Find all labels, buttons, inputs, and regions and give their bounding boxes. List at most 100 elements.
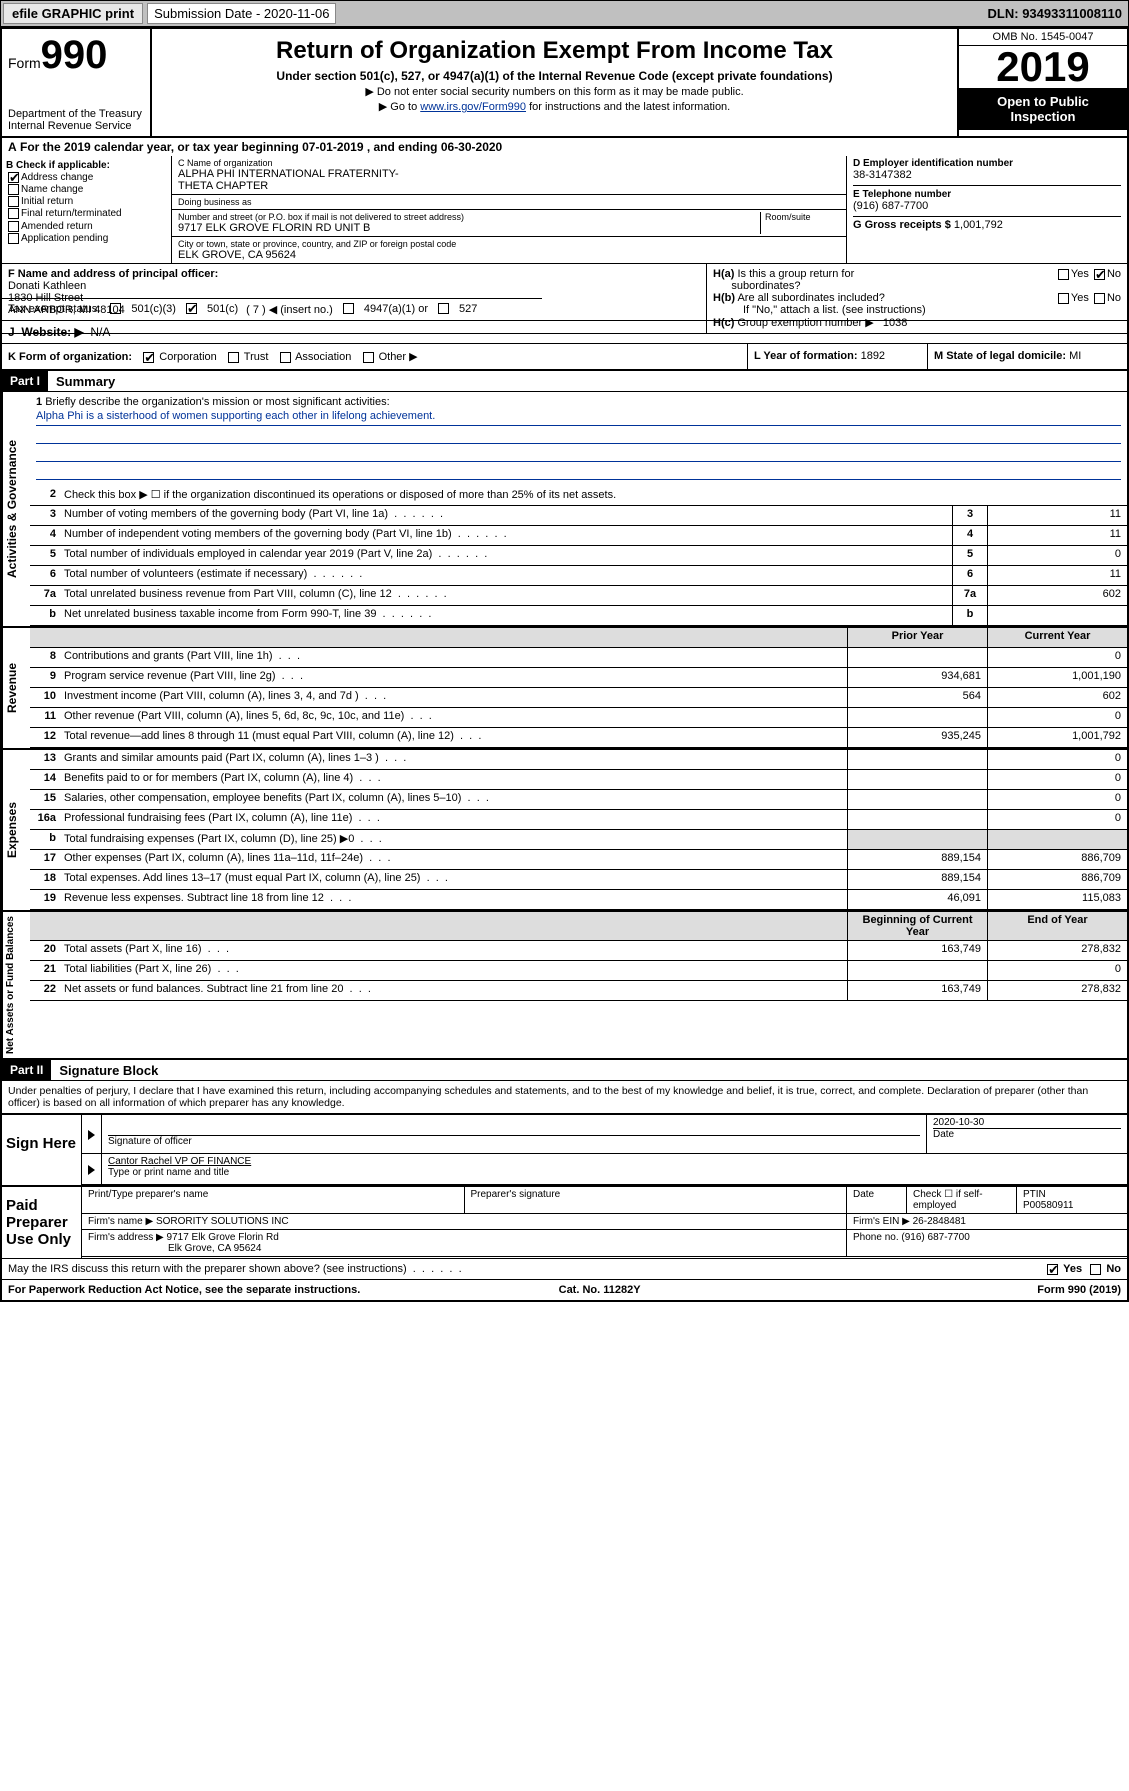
corp-checkbox[interactable] [143,352,154,363]
sig-officer-label: Signature of officer [108,1135,920,1147]
line-14: 14Benefits paid to or for members (Part … [30,770,1127,790]
hb-text: Are all subordinates included? [737,292,884,304]
discuss-row: May the IRS discuss this return with the… [2,1258,1127,1279]
box-c: C Name of organizationALPHA PHI INTERNAT… [172,156,847,263]
ein-label: D Employer identification number [853,158,1121,169]
year-formation: 1892 [861,350,885,362]
boxb-application-pending[interactable]: Application pending [6,233,167,244]
line-20: 20Total assets (Part X, line 16) . . .16… [30,941,1127,961]
discuss-yes-checkbox[interactable] [1047,1264,1058,1275]
paperwork-notice: For Paperwork Reduction Act Notice, see … [8,1284,360,1296]
street-address: 9717 ELK GROVE FLORIN RD UNIT B [178,222,760,234]
city-label: City or town, state or province, country… [178,239,840,249]
line2-text: Check this box ▶ ☐ if the organization d… [60,486,1127,505]
line-17: 17Other expenses (Part IX, column (A), l… [30,850,1127,870]
org-name-label: C Name of organization [178,158,840,168]
dept-label: Department of the Treasury [8,108,144,120]
self-emp-label: Check ☐ if self-employed [907,1187,1017,1213]
501c-checkbox[interactable] [186,303,197,314]
ssn-note: ▶ Do not enter social security numbers o… [156,85,953,98]
line-19: 19Revenue less expenses. Subtract line 1… [30,890,1127,910]
hb-yes-checkbox[interactable] [1058,293,1069,304]
arrow-icon [88,1130,95,1140]
expenses-section: Expenses 13Grants and similar amounts pa… [2,750,1127,912]
website-value: N/A [90,325,110,339]
527-checkbox[interactable] [438,303,449,314]
gross-label: G Gross receipts $ [853,219,951,231]
assoc-checkbox[interactable] [280,352,291,363]
mission-text: Alpha Phi is a sisterhood of women suppo… [36,410,1121,426]
tel-value: (916) 687-7700 [853,200,1121,212]
box-d: D Employer identification number 38-3147… [847,156,1127,263]
line-22: 22Net assets or fund balances. Subtract … [30,981,1127,1001]
gross-value: 1,001,792 [954,219,1003,231]
irs-link[interactable]: www.irs.gov/Form990 [420,101,526,113]
firm-addr: 9717 Elk Grove Florin Rd [167,1232,279,1243]
boxb-name-change[interactable]: Name change [6,184,167,195]
row-k: K Form of organization: Corporation Trus… [2,344,1127,371]
tel-label: E Telephone number [853,189,951,200]
501c3-checkbox[interactable] [110,303,121,314]
part2-label: Part II [2,1060,51,1080]
sign-here-label: Sign Here [2,1115,82,1185]
penalty-statement: Under penalties of perjury, I declare th… [2,1081,1127,1113]
net-assets-section: Net Assets or Fund Balances Beginning of… [2,912,1127,1060]
hc-label: Group exemption number ▶ [737,317,873,329]
footer: For Paperwork Reduction Act Notice, see … [2,1279,1127,1300]
sign-date: 2020-10-30 [933,1117,1121,1128]
part1-title: Summary [48,374,115,389]
other-checkbox[interactable] [363,352,374,363]
ein-value: 38-3147382 [853,169,1121,181]
mission-label: Briefly describe the organization's miss… [45,396,389,408]
form-ref: Form 990 (2019) [1037,1284,1121,1296]
officer-name: Donati Kathleen [8,280,86,292]
form-subtitle: Under section 501(c), 527, or 4947(a)(1)… [156,69,953,83]
line-12: 12Total revenue—add lines 8 through 11 (… [30,728,1127,748]
beginning-year-header: Beginning of Current Year [847,912,987,940]
state-domicile: MI [1069,350,1081,362]
open-inspection: Open to Public Inspection [959,88,1127,130]
city-value: ELK GROVE, CA 95624 [178,249,840,261]
form-container: Form990 Department of the Treasury Inter… [0,27,1129,1302]
paid-preparer-label: Paid Preparer Use Only [2,1187,82,1258]
tax-status-row: Tax-exempt status: 501(c)(3) 501(c) ( 7 … [2,298,542,320]
hb-no-checkbox[interactable] [1094,293,1105,304]
boxb-final-return-terminated[interactable]: Final return/terminated [6,208,167,219]
officer-label: F Name and address of principal officer: [8,268,218,280]
org-name: ALPHA PHI INTERNATIONAL FRATERNITY- THET… [178,168,840,192]
dln-label: DLN: 93493311008110 [988,6,1126,21]
line-16a: 16aProfessional fundraising fees (Part I… [30,810,1127,830]
sign-here-block: Sign Here Signature of officer 2020-10-3… [2,1113,1127,1185]
arrow-icon [88,1165,95,1175]
vside-revenue: Revenue [2,628,30,748]
trust-checkbox[interactable] [228,352,239,363]
discuss-no-checkbox[interactable] [1090,1264,1101,1275]
paid-preparer-block: Paid Preparer Use Only Print/Type prepar… [2,1185,1127,1258]
hc-value: 1038 [883,317,907,329]
prior-year-header: Prior Year [847,628,987,647]
line-15: 15Salaries, other compensation, employee… [30,790,1127,810]
4947-checkbox[interactable] [343,303,354,314]
box-b-title: B Check if applicable: [6,160,110,171]
boxb-address-change[interactable]: Address change [6,172,167,183]
gov-line-4: 4Number of independent voting members of… [30,526,1127,546]
efile-print-button[interactable]: efile GRAPHIC print [3,3,143,24]
ha-yes-checkbox[interactable] [1058,269,1069,280]
vside-expenses: Expenses [2,750,30,910]
gov-line-3: 3Number of voting members of the governi… [30,506,1127,526]
revenue-section: Revenue Prior YearCurrent Year 8Contribu… [2,628,1127,750]
cat-no: Cat. No. 11282Y [559,1284,641,1296]
boxb-amended-return[interactable]: Amended return [6,221,167,232]
part1-label: Part I [2,371,48,391]
gov-line-5: 5Total number of individuals employed in… [30,546,1127,566]
boxb-initial-return[interactable]: Initial return [6,196,167,207]
activities-governance: Activities & Governance 1 Briefly descri… [2,392,1127,628]
line-21: 21Total liabilities (Part X, line 26) . … [30,961,1127,981]
room-label: Room/suite [765,212,840,222]
part1-header: Part I Summary [2,371,1127,392]
info-row: B Check if applicable: Address changeNam… [2,156,1127,264]
form-header: Form990 Department of the Treasury Inter… [2,29,1127,138]
current-year-header: Current Year [987,628,1127,647]
tax-year: 2019 [959,46,1127,88]
ha-no-checkbox[interactable] [1094,269,1105,280]
